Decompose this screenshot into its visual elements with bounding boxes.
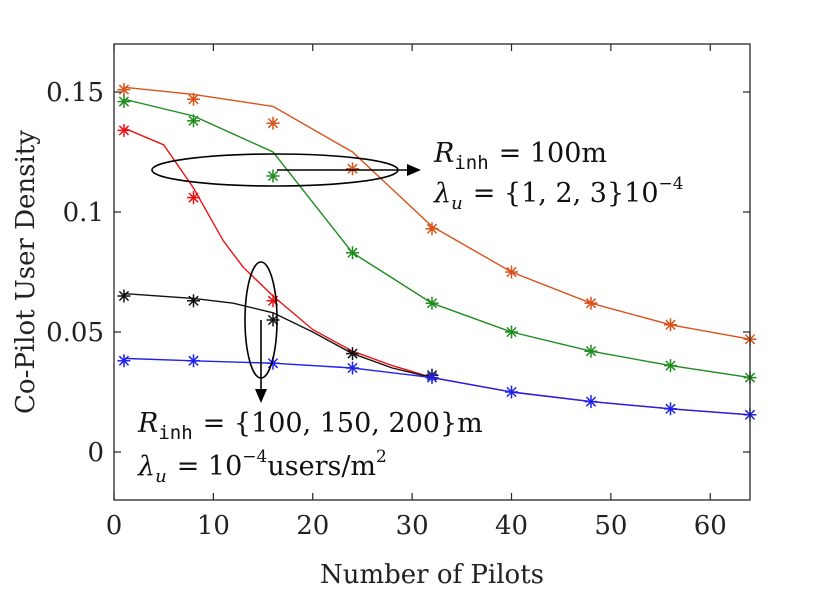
- data-point: [117, 95, 131, 109]
- plot-frame: [113, 43, 751, 501]
- x-tick-label: 60: [694, 511, 727, 541]
- y-axis-label: Co-Pilot User Density: [11, 130, 41, 414]
- data-point: [266, 294, 280, 308]
- data-point: [117, 354, 131, 368]
- x-tick-label: 10: [197, 511, 230, 541]
- data-point: [346, 246, 359, 260]
- data-point: [117, 123, 131, 137]
- x-tick-label: 40: [495, 511, 528, 541]
- data-point: [346, 361, 359, 375]
- data-point: [117, 289, 131, 303]
- data-point: [505, 265, 518, 279]
- data-point: [346, 162, 359, 176]
- data-point: [187, 354, 200, 368]
- data-point: [187, 294, 200, 308]
- series-line: [123, 292, 433, 379]
- bottom-group-arrowhead: [255, 389, 267, 403]
- data-point: [187, 191, 200, 205]
- x-tick-label: 20: [296, 511, 329, 541]
- y-tick-label: 0.1: [63, 198, 104, 228]
- bottom-annotation-lambda-line: λu = 10−4users/m2: [137, 447, 387, 487]
- data-point: [664, 359, 677, 373]
- data-point: [425, 222, 439, 236]
- data-point: [584, 344, 598, 358]
- annotation-shapes: [151, 153, 421, 403]
- y-tick-label: 0: [87, 438, 104, 468]
- data-point: [187, 114, 200, 128]
- y-tick-label: 0.15: [46, 78, 104, 108]
- data-point: [187, 92, 200, 106]
- data-point: [584, 296, 598, 310]
- plot-background: [114, 44, 750, 500]
- x-tick-label: 50: [594, 511, 627, 541]
- data-point: [505, 385, 518, 399]
- top-annotation-lambda-line: λu = {1, 2, 3}10−4: [433, 174, 684, 214]
- x-axis-label: Number of Pilots: [320, 560, 544, 590]
- data-point: [266, 313, 280, 327]
- data-point: [266, 116, 280, 130]
- top-annotation-r-line: Rinh = 100m: [433, 138, 607, 174]
- bottom-annotation-r-line: Rinh = {100, 150, 200}m: [137, 408, 483, 444]
- x-tick-label: 30: [396, 511, 429, 541]
- top-group-arrowhead: [407, 164, 421, 176]
- data-point: [346, 347, 359, 361]
- data-point: [505, 325, 518, 339]
- x-tick-label: 0: [106, 511, 123, 541]
- data-point: [425, 296, 439, 310]
- data-point: [664, 318, 677, 332]
- data-point: [117, 83, 131, 97]
- data-point: [425, 371, 439, 385]
- y-tick-label: 0.05: [46, 318, 104, 348]
- data-point: [266, 169, 280, 183]
- data-point: [584, 395, 598, 409]
- data-point: [664, 402, 677, 416]
- ticks-layer: 0 10 20 30 40 50 60 0 0.05 0.1 0.15: [46, 44, 750, 541]
